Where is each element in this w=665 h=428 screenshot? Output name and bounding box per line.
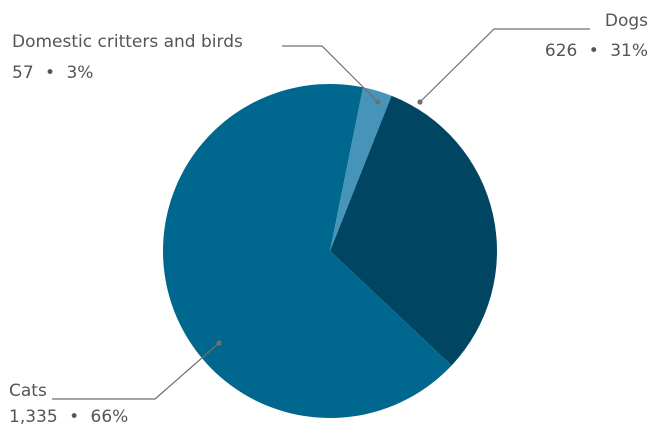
slice-label-cats: Cats [9,381,47,401]
slice-count-cats: 1,335 [9,407,58,427]
pie-slice-critters [330,87,392,251]
separator-dot: • [69,407,79,427]
leader-dot-critters [375,99,381,105]
slice-label-dogs: Dogs [605,11,648,31]
slice-count-critters: 57 [12,63,34,83]
slice-value-cats: 1,335 • 66% [9,407,128,427]
pie-slice-dogs [330,95,498,366]
leader-line-critters [282,45,379,103]
slice-percent-dogs: 31% [610,41,648,61]
leader-dot-cats [216,340,222,346]
slice-count-dogs: 626 [545,41,577,61]
pie-slices [163,83,498,418]
slice-percent-critters: 3% [66,63,93,83]
pie-slice-cats [163,83,452,418]
separator-dot: • [45,63,55,83]
slice-value-critters: 57 • 3% [12,63,93,83]
leader-lines [52,28,590,400]
leader-dot-dogs [417,99,423,105]
leader-line-dogs [419,28,590,103]
separator-dot: • [589,41,599,61]
leader-line-cats [52,342,220,400]
slice-label-critters: Domestic critters and birds [12,32,243,52]
slice-percent-cats: 66% [91,407,129,427]
slice-value-dogs: 626 • 31% [545,41,648,61]
